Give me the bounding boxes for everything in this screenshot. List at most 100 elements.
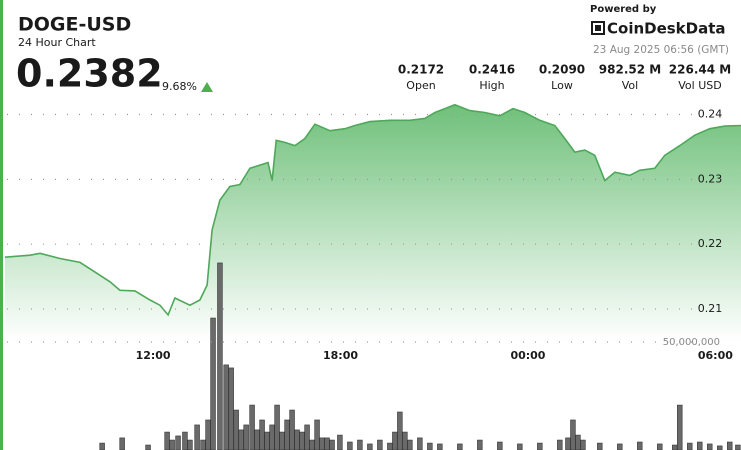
volume-bar [119,437,125,450]
volume-bar [397,411,403,450]
volume-bar [392,431,398,450]
volume-bar [707,443,713,450]
stat-value: 0.2172 [398,63,444,77]
volume-bar [223,364,229,450]
timestamp: 23 Aug 2025 06:56 (GMT) [593,44,729,56]
volume-bar [187,439,193,450]
left-accent [0,0,3,450]
powered-by: Powered by [590,4,657,15]
volume-bar [304,424,310,450]
volume-bar [200,439,206,450]
price-area [5,104,741,342]
volume-bar [145,444,151,450]
volume-bar [243,424,249,450]
stat-label: High [479,79,504,92]
volume-bar [457,443,463,450]
volume-bar [727,441,733,450]
volume-bar [357,439,363,450]
y-tick-label: 0.23 [698,172,723,185]
volume-bar [407,439,413,450]
volume-bar [347,441,353,450]
volume-bar [437,443,443,450]
volume-bar [367,443,373,450]
up-arrow [201,82,213,92]
volume-bar [427,442,433,450]
volume-bar [259,419,265,450]
volume-bar [164,431,170,450]
volume-bar [233,409,239,450]
subtitle: 24 Hour Chart [18,36,96,49]
volume-bar [697,441,703,450]
volume-bar [402,431,408,450]
volume-bar [637,441,643,450]
stat-label: Low [551,79,573,92]
volume-bar [717,445,723,450]
volume-bar [417,437,423,450]
x-tick-label: 00:00 [510,349,545,362]
volume-bar [205,419,211,450]
volume-bar [657,443,663,450]
plot-area: 0.21 0.22 0.23 0.24 12:00 18:00 00:00 06:0050,0… [4,103,741,450]
volume-bar [274,404,280,450]
volume-bar [228,367,234,450]
volume-bar [565,437,571,450]
volume-bar [337,434,343,450]
volume-bar [175,435,181,450]
volume-bar [557,439,563,450]
volume-bar [294,429,300,450]
volume-bar [477,439,483,450]
change: 9.68% [162,80,197,93]
volume-bar [284,419,290,450]
volume-bar [687,442,693,450]
volume-bar [324,437,330,450]
y-tick-label: 50,000,000 [663,337,720,348]
volume-bar [580,439,586,450]
volume-bar [238,429,244,450]
stats: 0.2172 Open 0.2416 High 0.2090 Low 982.52 M Vol… [398,63,731,93]
stat-value: 226.44 M [669,63,731,77]
volume-bar [182,431,188,450]
brand: CoinDeskData [607,20,726,38]
y-tick-label: 0.22 [698,237,723,250]
stat-value: 982.52 M [599,63,661,77]
volume-bar [672,444,678,450]
price: 0.2382 [16,52,163,96]
stat-label: Vol [622,79,638,92]
volume-bar [99,442,105,450]
volume-bar [387,442,393,450]
x-tick-label: 12:00 [136,349,171,362]
volume-bar [329,439,335,450]
volume-bar [254,429,260,450]
stat-value: 0.2416 [469,63,515,77]
y-tick-label: 0.21 [698,302,723,315]
symbol: DOGE-USD [18,14,131,36]
volume-bar [617,443,623,450]
x-tick-label: 06:00 [698,349,733,362]
volume-bar [517,443,523,450]
volume-bar [194,424,200,450]
volume-bar [269,424,275,450]
volume-bar [319,437,325,450]
volume-bar [210,317,216,450]
volume-bar [677,404,683,450]
volume-bar [299,431,305,450]
x-tick-label: 18:00 [323,349,358,362]
y-tick-label: 0.24 [698,107,723,120]
price-line [4,103,741,317]
volume-bar [537,442,543,450]
volume-bar [249,404,255,450]
stat-label: Open [406,79,435,92]
volume-bar [264,431,270,450]
stat-value: 0.2090 [539,63,585,77]
brand-icon [591,21,605,35]
volume-bar [279,431,285,450]
volume-bar [289,409,295,450]
stat-label: Vol USD [678,79,721,92]
volume-bar [309,439,315,450]
volume-bar [497,441,503,450]
volume-bar [314,419,320,450]
volume-bar [217,262,223,450]
volume-bar [377,439,383,450]
